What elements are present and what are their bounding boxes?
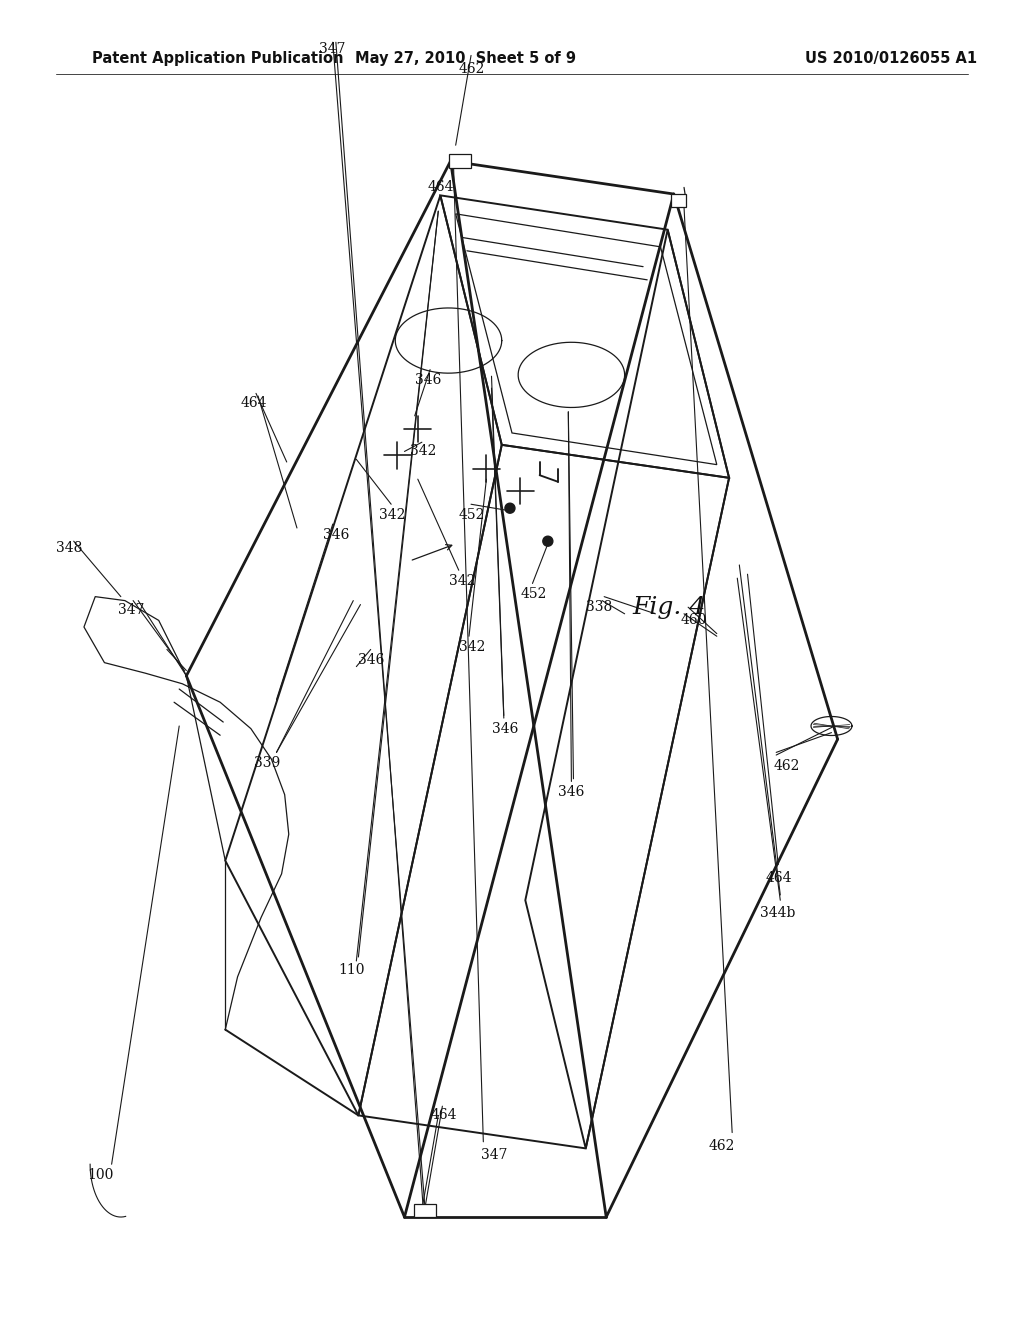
Circle shape (543, 536, 553, 546)
Text: 348: 348 (56, 541, 83, 554)
Text: 346: 346 (358, 653, 385, 667)
Text: 346: 346 (323, 528, 349, 541)
Text: 100: 100 (87, 1168, 114, 1181)
Text: 342: 342 (410, 445, 436, 458)
Text: 460: 460 (681, 614, 708, 627)
Bar (449, 154, 471, 168)
Text: May 27, 2010  Sheet 5 of 9: May 27, 2010 Sheet 5 of 9 (355, 50, 577, 66)
Text: 346: 346 (415, 374, 441, 387)
Text: 347: 347 (481, 1148, 508, 1162)
Text: 464: 464 (241, 396, 267, 409)
Text: 452: 452 (459, 508, 485, 521)
Text: 452: 452 (520, 587, 547, 601)
Bar (414, 1204, 436, 1217)
Text: 110: 110 (338, 964, 365, 977)
Text: 346: 346 (558, 785, 585, 799)
Bar (671, 194, 686, 207)
Text: 462: 462 (773, 759, 800, 772)
Text: 464: 464 (428, 181, 455, 194)
Text: 347: 347 (118, 603, 144, 616)
Text: Fig. 4: Fig. 4 (633, 595, 707, 619)
Text: Patent Application Publication: Patent Application Publication (92, 50, 344, 66)
Circle shape (505, 503, 515, 513)
Text: 464: 464 (430, 1109, 457, 1122)
Text: 462: 462 (459, 62, 485, 75)
Text: 338: 338 (586, 601, 612, 614)
Text: 346: 346 (492, 722, 518, 735)
Text: 464: 464 (766, 871, 793, 884)
Text: 339: 339 (254, 756, 281, 770)
Text: 347: 347 (319, 42, 346, 55)
Text: 342: 342 (459, 640, 485, 653)
Text: 342: 342 (449, 574, 475, 587)
Text: 462: 462 (709, 1139, 735, 1152)
Text: 344b: 344b (760, 907, 796, 920)
Text: 342: 342 (379, 508, 406, 521)
Text: US 2010/0126055 A1: US 2010/0126055 A1 (805, 50, 977, 66)
